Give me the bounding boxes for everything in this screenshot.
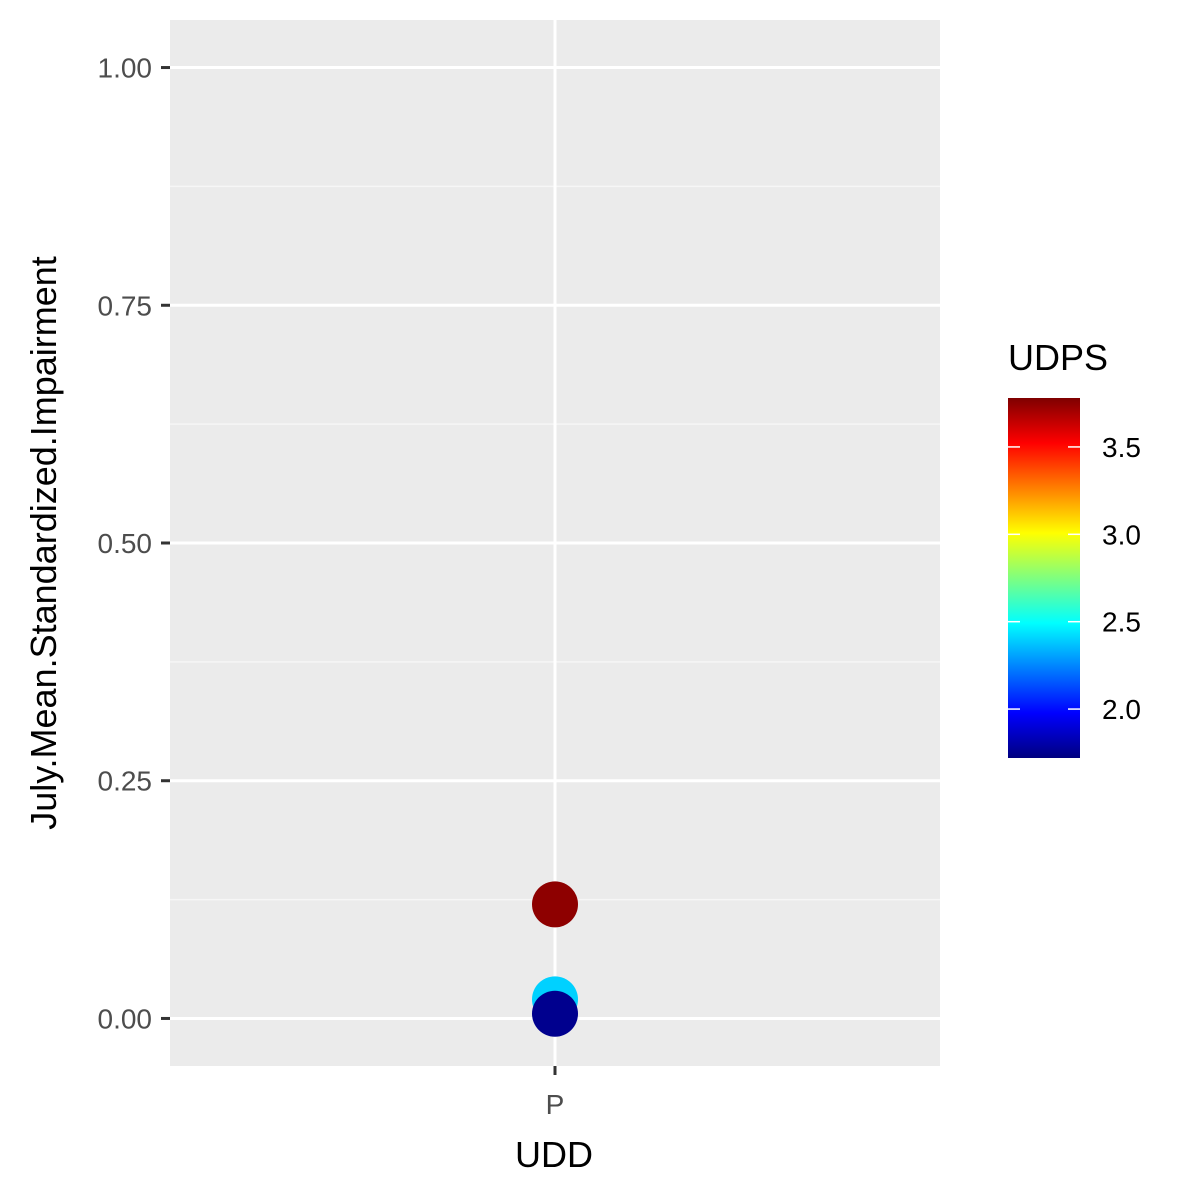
y-tick-label: 0.00 bbox=[98, 1003, 153, 1034]
legend-colorbar bbox=[1008, 398, 1080, 758]
x-axis: P bbox=[546, 1066, 565, 1120]
legend-ticks: 2.0 2.5 3.0 3.5 bbox=[1008, 432, 1141, 725]
legend-tick-label: 2.0 bbox=[1102, 694, 1141, 725]
data-point bbox=[532, 990, 578, 1037]
data-points bbox=[532, 881, 578, 1037]
x-axis-title: UDD bbox=[515, 1134, 593, 1175]
y-axis-title: July.Mean.Standardized.Impairment bbox=[23, 256, 64, 830]
y-tick-label: 1.00 bbox=[98, 53, 153, 84]
legend-tick-label: 3.0 bbox=[1102, 519, 1141, 550]
x-tick-label: P bbox=[546, 1089, 565, 1120]
y-axis: 0.00 0.25 0.50 0.75 1.00 bbox=[98, 53, 170, 1034]
y-tick-label: 0.75 bbox=[98, 290, 153, 321]
data-point bbox=[532, 881, 578, 928]
legend-title: UDPS bbox=[1008, 337, 1108, 378]
y-tick-label: 0.50 bbox=[98, 528, 153, 559]
legend-tick-label: 3.5 bbox=[1102, 432, 1141, 463]
color-legend: UDPS 2.0 2.5 3.0 3.5 bbox=[1008, 337, 1141, 758]
legend-tick-label: 2.5 bbox=[1102, 607, 1141, 638]
y-tick-label: 0.25 bbox=[98, 766, 153, 797]
